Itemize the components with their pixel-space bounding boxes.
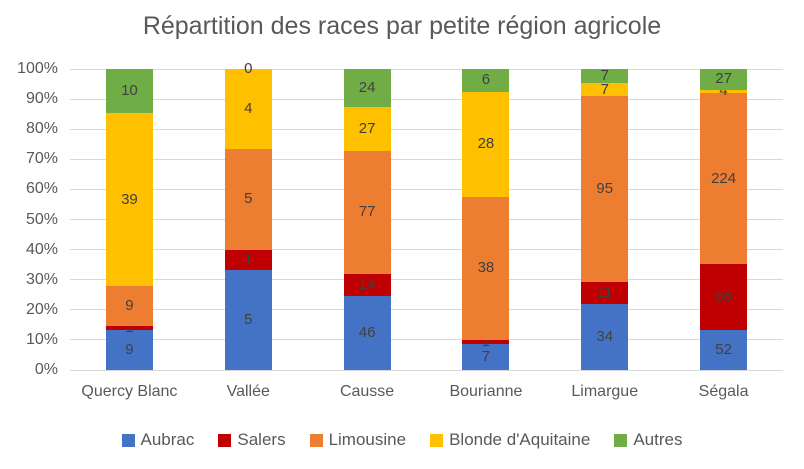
bar-segment-salers (700, 264, 748, 331)
legend: Aubrac Salers Limousine Blonde d'Aquitaine A… (0, 430, 804, 450)
x-category-label: Bourianne (449, 383, 523, 400)
y-tick-label: 10% (25, 330, 58, 348)
bar-segment-blonde-d-aquitaine (581, 82, 629, 97)
bar-segment-autres (105, 69, 153, 114)
bar-segment-limousine (581, 96, 629, 283)
legend-label: Limousine (328, 430, 407, 449)
gridline (70, 128, 783, 130)
bar-segment-limousine (105, 285, 153, 326)
y-tick-label: 30% (25, 270, 58, 288)
bar-segment-aubrac (343, 296, 391, 370)
bar-segment-aubrac (462, 343, 510, 370)
gridline (70, 309, 783, 311)
gridline (70, 188, 783, 190)
x-category-label: Quercy Blanc (81, 383, 178, 400)
chart-title: Répartition des races par petite région … (142, 12, 662, 40)
x-category-label: Vallée (226, 383, 270, 400)
legend-label: Salers (237, 430, 286, 449)
gridline (70, 219, 783, 220)
bar-segment-blonde-d-aquitaine (224, 69, 272, 150)
bar-segment-aubrac (105, 330, 153, 370)
gridline (70, 68, 783, 70)
gridline (70, 98, 783, 100)
y-tick-label: 0% (34, 361, 58, 378)
y-axis: 0% 10% 20% 30% 40% 50% 60% 70% 80% 90% 100% (0, 61, 58, 378)
legend-label: Autres (633, 430, 683, 449)
y-tick-label: 100% (17, 60, 58, 77)
y-tick-label: 40% (25, 240, 58, 258)
legend-swatch-icon (614, 433, 628, 447)
bar-segment-salers (581, 282, 629, 304)
y-tick-label: 60% (25, 180, 58, 198)
bar-segment-salers (462, 339, 510, 344)
legend-item-aubrac: Aubrac (121, 430, 195, 450)
bar-segment-blonde-d-aquitaine (700, 89, 748, 93)
bar-segment-aubrac (224, 269, 272, 370)
bar-bourianne: 7 1 38 28 6 (462, 69, 510, 370)
legend-swatch-icon (218, 433, 232, 447)
bar-segment-limousine (343, 150, 391, 274)
gridline (70, 279, 783, 281)
bar-segment-limousine (700, 92, 748, 265)
bar-segment-autres (462, 69, 510, 92)
legend-label: Blonde d'Aquitaine (449, 430, 591, 449)
y-tick-label: 20% (25, 300, 58, 318)
bar-segment-aubrac (700, 330, 748, 370)
legend-item-salers: Salers (218, 430, 286, 450)
bar-segment-salers (224, 249, 272, 270)
y-tick-label: 50% (25, 210, 58, 228)
x-axis: Quercy Blanc Vallée Causse Bourianne Limargu… (70, 383, 783, 405)
gridline (70, 339, 783, 341)
bar-segment-salers (343, 273, 391, 297)
gridline (70, 249, 783, 251)
plot-area: 9 1 9 39 10 5 1 5 4 0 46 14 77 27 24 7 1 38 28 6 34 11 95 7 7 52 8… (70, 60, 783, 371)
legend-swatch-icon (430, 433, 444, 447)
legend-label: Aubrac (140, 430, 195, 449)
bar-segment-blonde-d-aquitaine (105, 113, 153, 286)
bar-segment-aubrac (581, 303, 629, 370)
legend-swatch-icon (309, 433, 323, 447)
bar-ségala: 52 86 224 4 27 (700, 69, 748, 370)
bar-segment-autres (581, 69, 629, 83)
bar-segment-autres (700, 69, 748, 90)
y-tick-label: 80% (25, 120, 58, 138)
legend-item-limousine: Limousine (309, 430, 407, 450)
legend-swatch-icon (121, 433, 135, 447)
x-category-label: Limargue (571, 383, 639, 400)
bar-segment-autres (343, 69, 391, 108)
x-category-label: Causse (339, 383, 395, 400)
bar-segment-salers (105, 325, 153, 331)
bar-segment-limousine (224, 149, 272, 250)
bar-limargue: 34 11 95 7 7 (581, 67, 629, 370)
legend-item-blonde-d-aquitaine: Blonde d'Aquitaine (430, 430, 590, 450)
x-category-label: Ségala (698, 383, 749, 400)
y-tick-label: 70% (25, 150, 58, 168)
bar-causse: 46 14 77 27 24 (343, 69, 391, 370)
y-tick-label: 90% (25, 90, 58, 108)
gridline (70, 158, 783, 160)
bar-segment-blonde-d-aquitaine (462, 91, 510, 197)
bar-segment-blonde-d-aquitaine (343, 107, 391, 151)
gridline (70, 369, 783, 371)
bar-quercy-blanc: 9 1 9 39 10 (105, 69, 153, 370)
bar-segment-limousine (462, 196, 510, 340)
legend-item-autres: Autres (614, 430, 682, 450)
